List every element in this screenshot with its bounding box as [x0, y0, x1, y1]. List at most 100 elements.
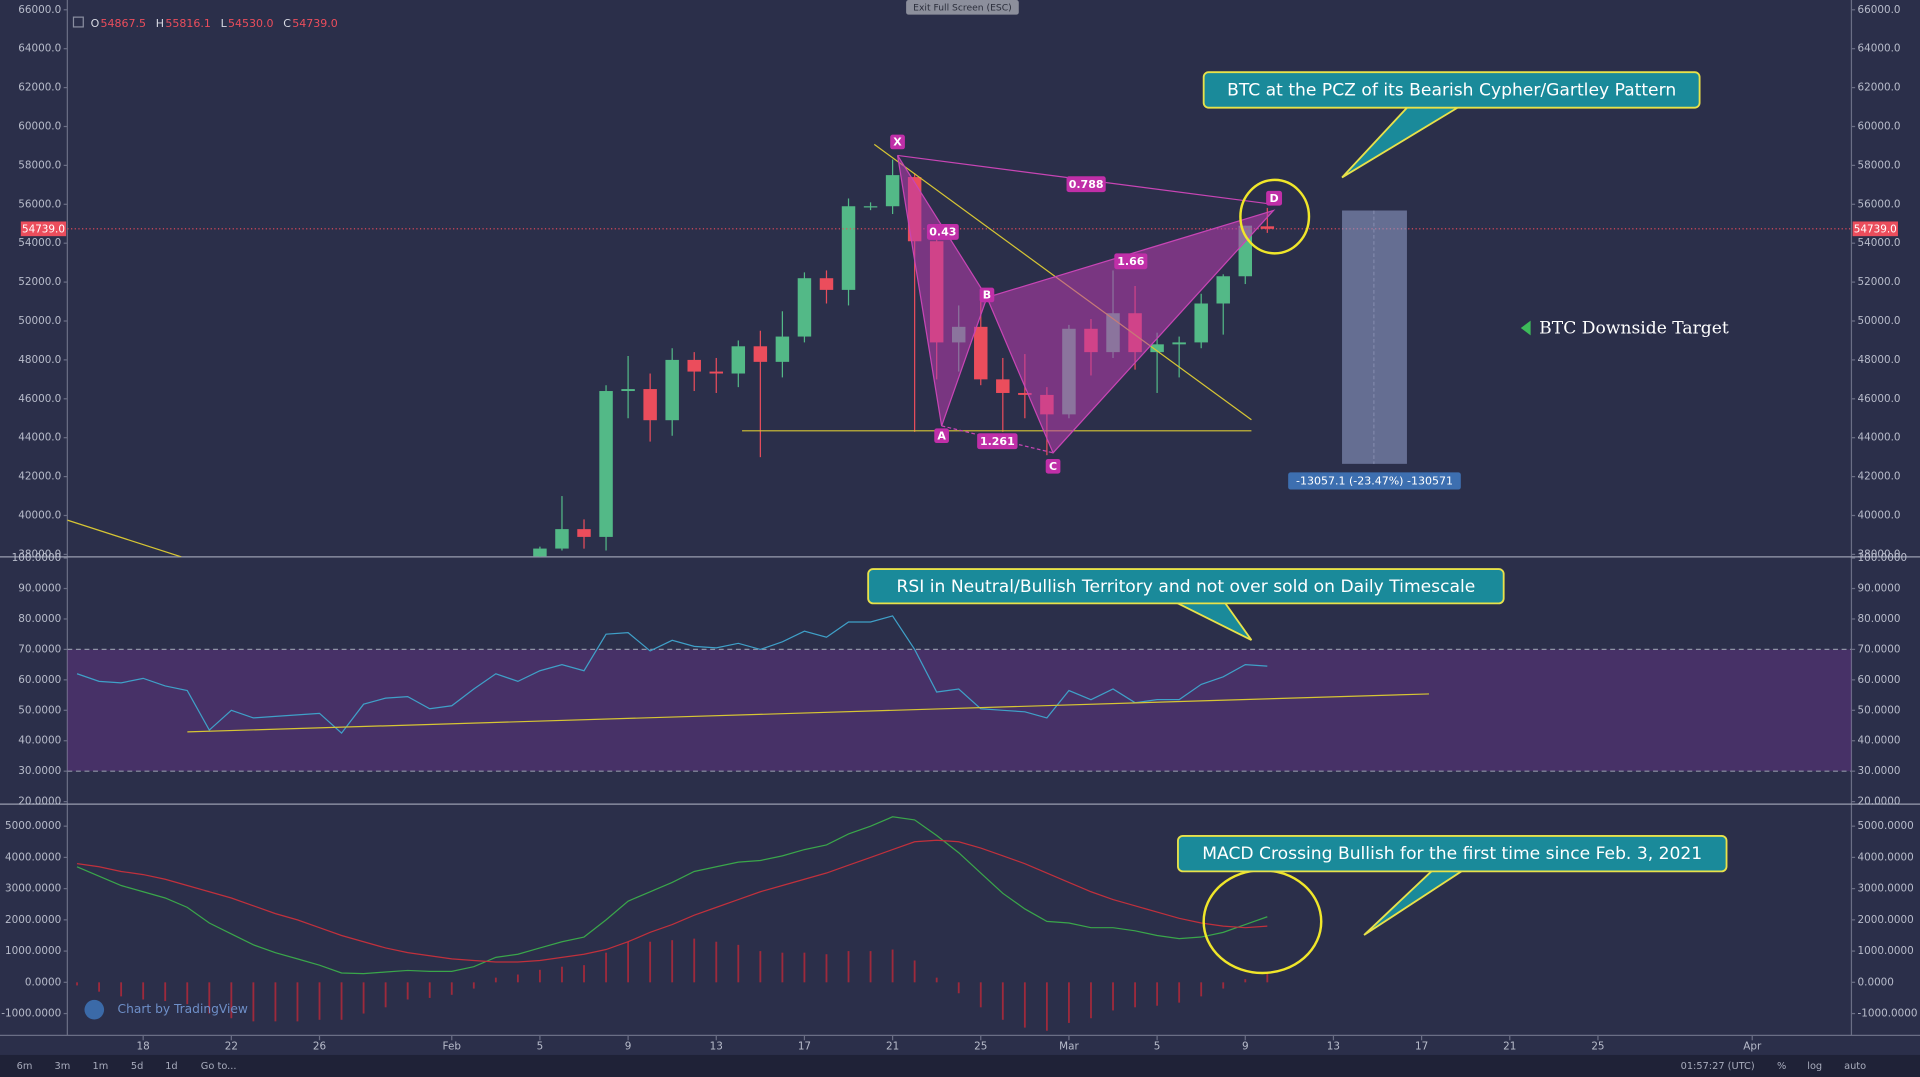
target-label: BTC Downside Target [1539, 319, 1729, 339]
y-tick-label: 46000.0 [1858, 393, 1901, 405]
candle-body [643, 389, 657, 421]
histogram-bar [384, 982, 387, 1008]
x-tick-label: 9 [625, 1040, 632, 1052]
histogram-bar [296, 982, 299, 1022]
histogram-bar [539, 969, 541, 983]
header-icon[interactable] [72, 16, 84, 28]
interval-button[interactable]: 1m [93, 1061, 109, 1072]
exit-fullscreen-button[interactable] [906, 0, 1019, 15]
callout-text: BTC at the PCZ of its Bearish Cypher/Gar… [1227, 81, 1676, 101]
target-arrow [1520, 320, 1531, 336]
histogram-bar [935, 977, 938, 983]
candle-body [709, 371, 723, 374]
histogram-bar [803, 952, 806, 983]
last-price-label: 54739.0 [22, 223, 65, 235]
y-tick-label: 3000.0000 [5, 883, 61, 895]
y-tick-label: 100.0000 [1858, 552, 1908, 564]
y-tick-label: 60.0000 [18, 674, 61, 686]
interval-button[interactable]: 6m [17, 1061, 33, 1072]
pattern-point: C [1049, 460, 1057, 473]
y-tick-label: 44000.0 [1858, 432, 1901, 444]
y-tick-label: 40000.0 [1858, 510, 1901, 522]
option-button[interactable]: % [1777, 1061, 1786, 1072]
ohlc-key: C [283, 17, 291, 30]
y-tick-label: 48000.0 [18, 354, 61, 366]
x-tick-label: 17 [798, 1040, 811, 1052]
x-tick-label: Apr [1743, 1040, 1762, 1052]
x-tick-label: 26 [313, 1040, 326, 1052]
y-tick-label: 40.0000 [18, 735, 61, 747]
histogram-bar [693, 938, 696, 983]
layers: 18 22 26 Feb 5 9 13 17 21 25 Mar 5 9 13 17 21 25 Apr 38000… [1, 4, 1917, 1072]
y-tick-label: 2000.0000 [5, 914, 61, 926]
histogram-bar [494, 977, 497, 983]
series-line [76, 615, 1268, 735]
y-tick-label: 40000.0 [18, 510, 61, 522]
interval-button[interactable]: 3m [55, 1061, 71, 1072]
histogram-bar [561, 966, 563, 983]
option-button[interactable]: auto [1844, 1061, 1866, 1072]
candle-body [753, 346, 768, 362]
y-tick-label: 46000.0 [18, 393, 61, 405]
histogram-bar [472, 982, 475, 989]
pattern-point-box [934, 428, 949, 444]
y-tick-label: 62000.0 [18, 82, 61, 94]
y-tick-label: 100.0000 [12, 552, 62, 564]
goto-button[interactable]: Go to... [201, 1061, 237, 1072]
ratio-label: 0.788 [1069, 178, 1104, 191]
measure-label-box [1288, 472, 1461, 490]
histogram-bar [825, 954, 828, 983]
histogram-bar [450, 982, 453, 995]
pattern-point-box [1266, 190, 1283, 206]
x-tick-label: 25 [1591, 1040, 1604, 1052]
ohlc-value: 54739.0 [292, 17, 338, 30]
y-tick-label: 66000.0 [18, 4, 61, 16]
histogram-bar [76, 982, 78, 986]
rsi-trendline [187, 693, 1429, 733]
histogram-bar [516, 974, 519, 983]
y-tick-label: 62000.0 [1858, 82, 1901, 94]
pattern-point: B [983, 289, 991, 302]
candle-body [665, 359, 679, 421]
x-tick-label: 18 [137, 1040, 150, 1052]
option-button[interactable]: log [1807, 1061, 1822, 1072]
candle-body [687, 359, 701, 372]
histogram-bar [737, 944, 740, 983]
histogram-bar [1090, 982, 1092, 1019]
highlight-ellipse [1239, 178, 1311, 255]
y-tick-label: 54000.0 [18, 237, 61, 249]
x-tick-label: Mar [1059, 1040, 1079, 1052]
histogram-bar [274, 982, 277, 1022]
y-tick-label: 4000.0000 [1858, 851, 1914, 863]
histogram-bar [627, 941, 630, 983]
y-tick-label: 20.0000 [1858, 796, 1901, 808]
interval-button[interactable]: 5d [131, 1061, 143, 1072]
y-tick-label: 38000.0 [1858, 548, 1901, 560]
histogram-bar [781, 952, 784, 983]
candle-body [1172, 342, 1186, 345]
exit-fullscreen-label[interactable]: Exit Full Screen (ESC) [913, 2, 1012, 13]
histogram-bar [847, 951, 850, 983]
interval-button[interactable]: 1d [165, 1061, 177, 1072]
histogram-bar [98, 982, 101, 992]
ohlc-value: 54530.0 [228, 17, 274, 30]
histogram-bar [1178, 982, 1181, 1003]
candle-body [775, 336, 790, 362]
pane [76, 816, 1269, 1031]
y-tick-label: 30.0000 [18, 765, 61, 777]
candle-body [863, 206, 878, 208]
histogram-bar [869, 951, 872, 983]
histogram-bar [208, 982, 211, 1014]
histogram-bar [1001, 982, 1004, 1020]
candle-body [577, 529, 591, 537]
histogram-bar [164, 982, 167, 1002]
histogram-bar [1200, 982, 1203, 997]
y-tick-label: 60000.0 [1858, 120, 1901, 132]
y-tick-label: 30.0000 [1858, 765, 1901, 777]
y-tick-label: 40.0000 [1858, 735, 1901, 747]
histogram-bar [252, 982, 255, 1022]
candle-body [1018, 392, 1032, 395]
y-tick-label: 20.0000 [18, 796, 61, 808]
y-tick-label: 54000.0 [1858, 237, 1901, 249]
y-tick-label: 56000.0 [18, 198, 61, 210]
